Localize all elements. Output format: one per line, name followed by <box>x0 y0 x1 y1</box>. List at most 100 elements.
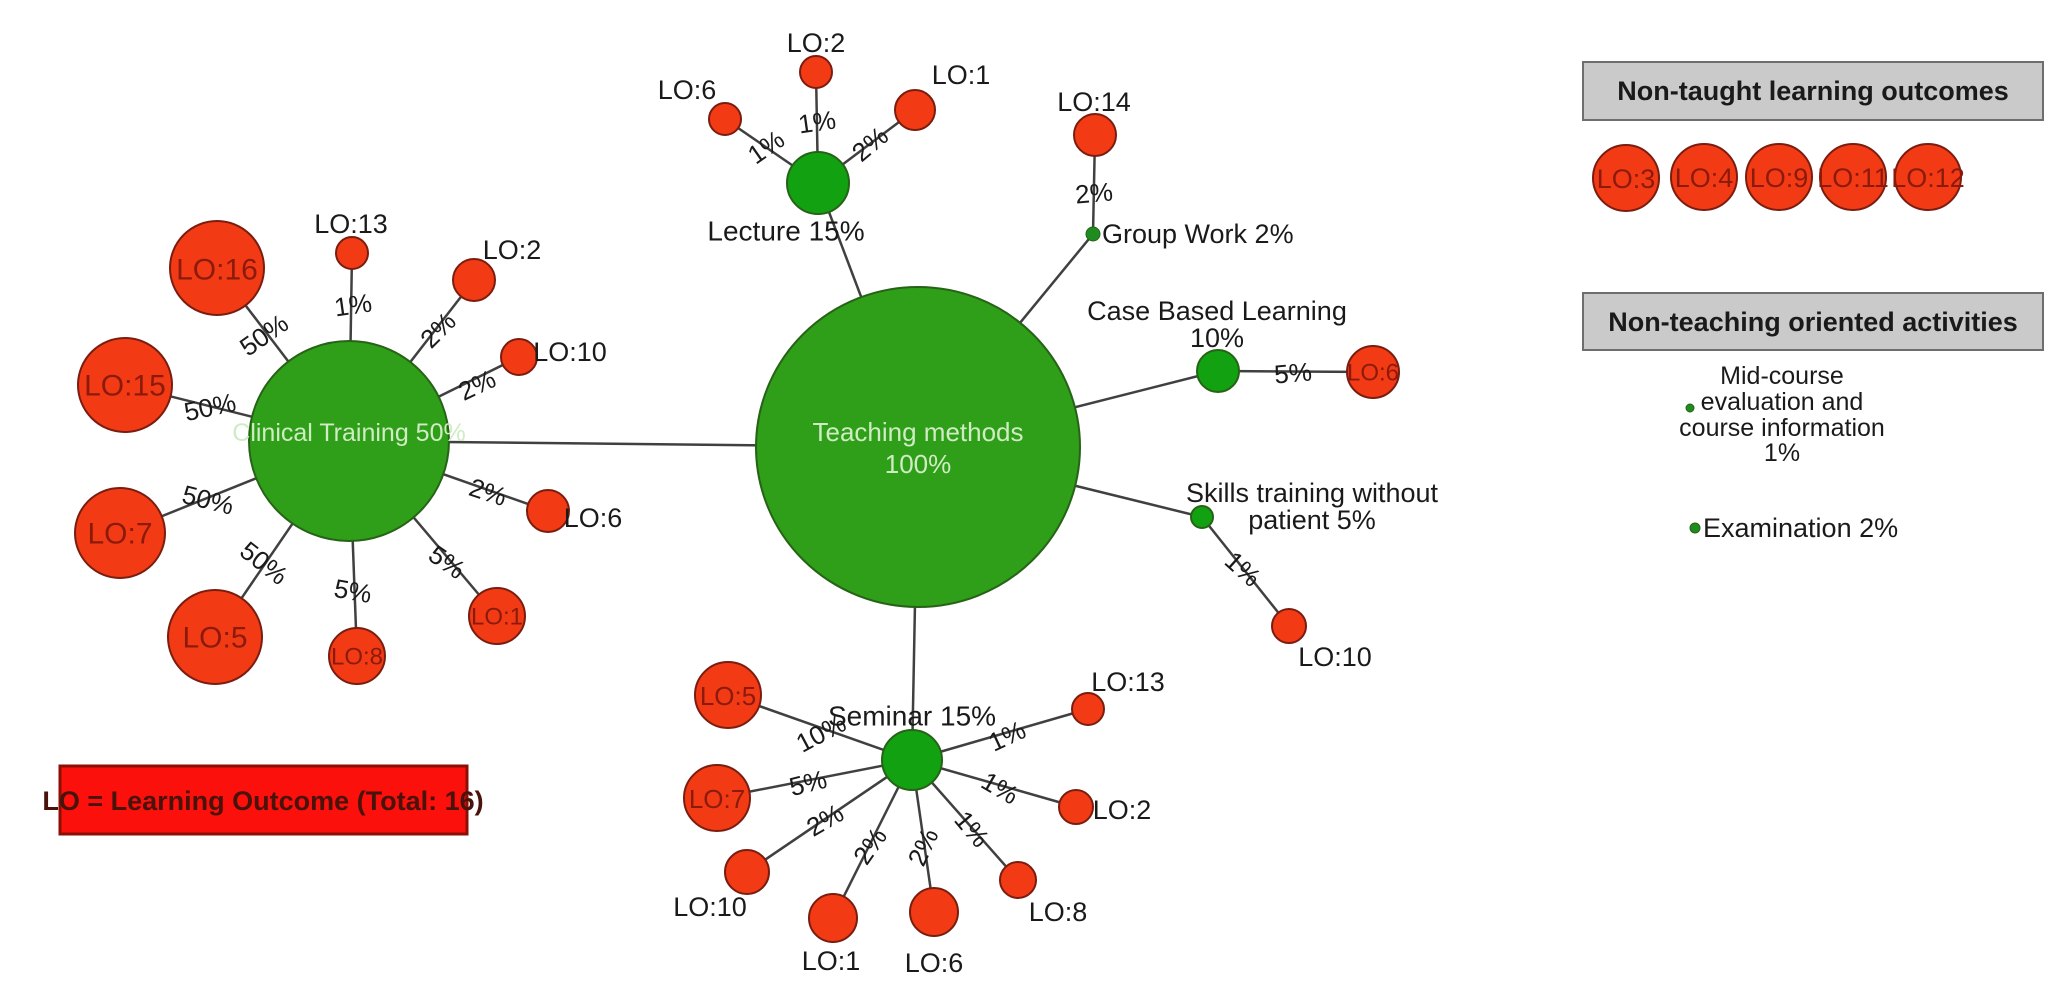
node-examination-dot <box>1689 522 1701 534</box>
edge-label-clinical-lo6: 2% <box>465 472 510 512</box>
node-non-taught-lo12 <box>1894 143 1962 211</box>
non-teaching-header-label: Non-teaching oriented activities <box>1608 307 2018 337</box>
mid-course-line-4: 1% <box>1764 439 1800 467</box>
node-seminar-lo10 <box>724 849 770 895</box>
node-lecture-node <box>786 151 850 215</box>
node-label-clinical-lo7: LO:7 <box>87 518 152 551</box>
node-group-work-node <box>1085 226 1101 242</box>
node-clinical-lo10 <box>500 338 538 376</box>
node-label-clinical-lo16: LO:16 <box>176 254 258 287</box>
node-clinical-lo16 <box>169 220 265 316</box>
node-clinical-lo13 <box>335 236 369 270</box>
label-seminar-lo6: LO:6 <box>905 948 964 978</box>
non-teaching-header-box <box>1582 292 2044 351</box>
node-lecture-lo2 <box>799 55 833 89</box>
node-teaching-methods-hub <box>755 286 1081 608</box>
edge-label-seminar-lo7: 5% <box>786 764 830 802</box>
node-seminar-lo1 <box>808 893 858 943</box>
node-label-teaching-methods-hub: Teaching methods <box>812 417 1023 447</box>
node-label-clinical-lo1: LO:1 <box>471 604 523 631</box>
edge-label-seminar-lo2: 1% <box>976 766 1024 811</box>
node-seminar-lo2 <box>1058 789 1094 825</box>
label-lecture-lo2: LO:2 <box>787 28 846 58</box>
non-taught-header-label: Non-taught learning outcomes <box>1617 76 2009 106</box>
node-label-clinical-lo5: LO:5 <box>182 622 247 655</box>
node-label-non-taught-lo11: LO:11 <box>1817 163 1889 193</box>
label-clinical-lo6: LO:6 <box>564 503 623 533</box>
label-group-work: Group Work 2% <box>1102 219 1294 249</box>
node-label-cbl-lo6: LO:6 <box>1347 360 1399 387</box>
edge-seminar-se_lo10 <box>746 758 913 874</box>
non-taught-header-box <box>1582 61 2044 121</box>
node-clinical-training-hub <box>248 340 450 542</box>
edge-label-seminar-lo1: 2% <box>847 822 893 870</box>
node-skills-lo10 <box>1271 608 1307 644</box>
edge-label-lecture-lo2: 1% <box>796 105 837 140</box>
edge-label-cbl-lo6: 5% <box>1273 356 1313 389</box>
node-label-clinical-training-hub: Clinical Training 50% <box>232 419 465 447</box>
node-clinical-lo8 <box>328 627 386 685</box>
node-label-non-taught-lo9: LO:9 <box>1750 163 1809 193</box>
label-seminar-lo1: LO:1 <box>802 946 861 976</box>
edge-label-clinical-lo5: 50% <box>234 535 293 591</box>
examination-label: Examination 2% <box>1703 513 1898 543</box>
node-non-taught-lo3 <box>1592 144 1660 212</box>
node-non-taught-lo9 <box>1745 143 1813 211</box>
edge-label-lecture-lo6: 1% <box>742 124 790 170</box>
edge-label-clinical-lo16: 50% <box>234 308 294 362</box>
edge-label-seminar-lo10: 2% <box>801 798 849 843</box>
label-skills-lo10: LO:10 <box>1298 642 1372 672</box>
label-seminar-node: Seminar 15% <box>828 701 996 732</box>
edge-label-clinical-lo13: 1% <box>332 288 373 323</box>
node-label-non-taught-lo4: LO:4 <box>1675 163 1734 193</box>
node-clinical-lo6 <box>526 489 570 533</box>
node-seminar-lo8 <box>999 861 1037 899</box>
node-clinical-lo1 <box>468 587 526 645</box>
label-seminar-lo2: LO:2 <box>1093 795 1152 825</box>
node-clinical-lo7 <box>74 487 166 579</box>
node-label-teaching-methods-hub: 100% <box>885 449 952 479</box>
label-case-based-learning-pct: 10% <box>1190 323 1244 353</box>
legend-label: LO = Learning Outcome (Total: 16) <box>42 786 483 816</box>
legend-box <box>58 764 469 836</box>
node-cbl-lo6 <box>1346 345 1400 399</box>
node-seminar-lo13 <box>1071 692 1105 726</box>
label-clinical-lo13: LO:13 <box>314 209 388 239</box>
node-seminar-node <box>881 729 943 791</box>
edge-label-clinical-lo8: 5% <box>332 573 374 609</box>
node-seminar-lo5 <box>694 661 762 729</box>
node-non-taught-lo4 <box>1670 143 1738 211</box>
node-label-seminar-lo7: LO:7 <box>689 784 745 814</box>
edge-skills-s_lo10 <box>1201 516 1290 627</box>
mid-course-line-1: Mid-course <box>1720 362 1844 390</box>
edge-label-lecture-lo1: 2% <box>846 120 894 167</box>
node-groupwork-lo14 <box>1073 113 1117 157</box>
node-label-non-taught-lo12: LO:12 <box>1891 163 1965 193</box>
label-case-based-learning: Case Based Learning <box>1087 296 1347 326</box>
node-label-clinical-lo8: LO:8 <box>331 644 383 671</box>
edge-label-clinical-lo7: 50% <box>179 479 237 521</box>
node-case-based-learning-node <box>1196 349 1240 393</box>
node-clinical-lo15 <box>77 337 173 433</box>
label-lecture-node: Lecture 15% <box>707 216 864 247</box>
node-non-taught-lo11 <box>1819 143 1887 211</box>
mid-course-line-2: evaluation and <box>1701 388 1864 416</box>
label-seminar-lo13: LO:13 <box>1091 667 1165 697</box>
label-clinical-lo2: LO:2 <box>483 235 542 265</box>
edge-label-clinical-lo15: 50% <box>181 387 238 427</box>
node-label-seminar-lo5: LO:5 <box>700 681 756 711</box>
node-lecture-lo1 <box>894 89 936 131</box>
label-groupwork-lo14: LO:14 <box>1057 87 1131 117</box>
edge-label-seminar-lo6: 2% <box>901 824 944 871</box>
label-lecture-lo1: LO:1 <box>932 60 991 90</box>
node-label-non-taught-lo3: LO:3 <box>1597 164 1656 194</box>
node-seminar-lo7 <box>683 764 751 832</box>
edge-label-skills-lo10: 1% <box>1219 545 1267 592</box>
node-clinical-lo5 <box>167 589 263 685</box>
label-seminar-lo8: LO:8 <box>1029 897 1088 927</box>
mid-course-line-3: course information <box>1679 414 1885 442</box>
label-lecture-lo6: LO:6 <box>658 75 717 105</box>
node-seminar-lo6 <box>909 887 959 937</box>
